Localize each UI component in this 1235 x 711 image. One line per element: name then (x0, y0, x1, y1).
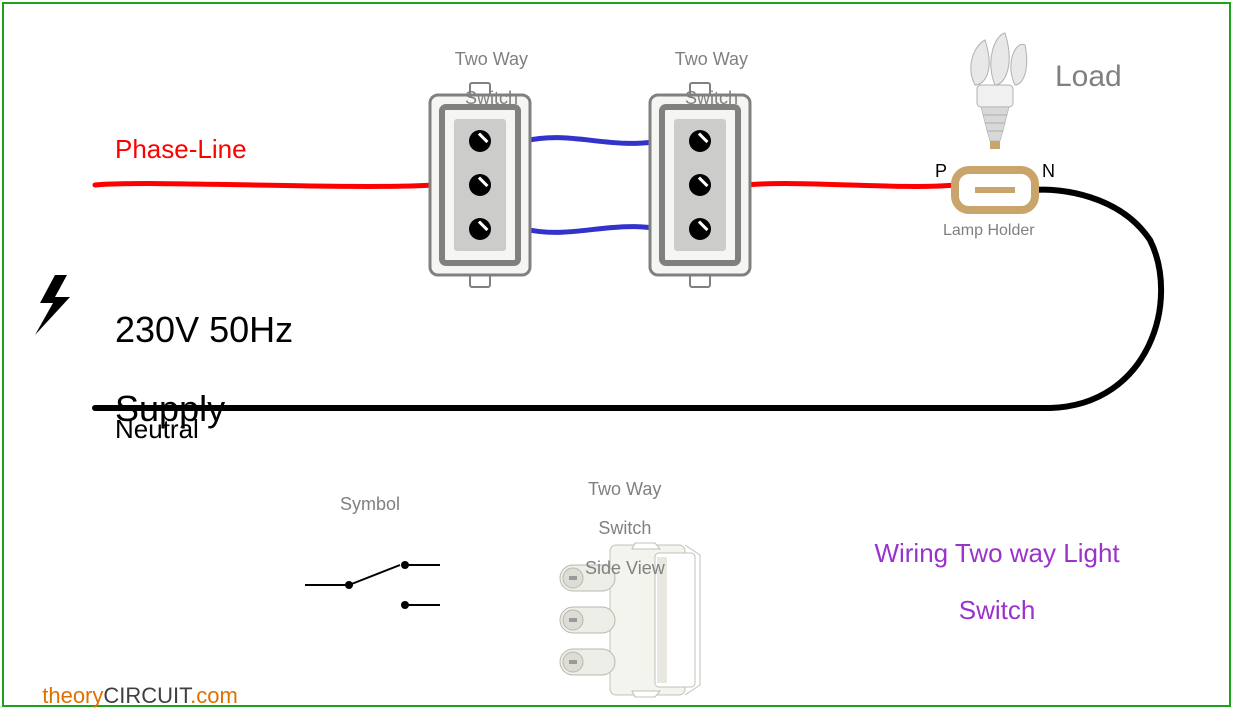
switch-2 (650, 83, 750, 287)
watermark: theoryCIRCUIT.com (30, 660, 238, 708)
sideview-label: Two Way Switch Side View (575, 460, 665, 579)
diagram-title: Wiring Two way Light Switch (860, 510, 1120, 624)
lamp-holder-label: Lamp Holder (943, 222, 1035, 240)
traveler-wire-bottom (525, 227, 660, 233)
phase-wire (95, 184, 435, 187)
n-label: N (1042, 162, 1055, 182)
switch-1-label: Two Way Switch (445, 30, 528, 109)
switch-1 (430, 83, 530, 287)
bulb-icon (971, 33, 1027, 149)
neutral-to-lamp-wire (1035, 190, 1161, 408)
supply-label: 230V 50Hz Supply (95, 270, 293, 428)
phase-to-lamp-wire (745, 184, 955, 187)
load-label: Load (1055, 60, 1122, 93)
neutral-label: Neutral (115, 415, 199, 444)
terminal-icon (469, 130, 491, 240)
switch-2-label: Two Way Switch (665, 30, 748, 109)
traveler-wire-top (525, 138, 660, 144)
lightning-icon (35, 275, 70, 335)
terminal-icon (689, 130, 711, 240)
supply-line1: 230V 50Hz (115, 309, 293, 350)
phase-line-label: Phase-Line (115, 135, 247, 164)
symbol-label: Symbol (340, 495, 400, 515)
p-label: P (935, 162, 947, 182)
lamp-holder-icon (955, 170, 1035, 210)
switch-symbol-icon (305, 561, 440, 609)
